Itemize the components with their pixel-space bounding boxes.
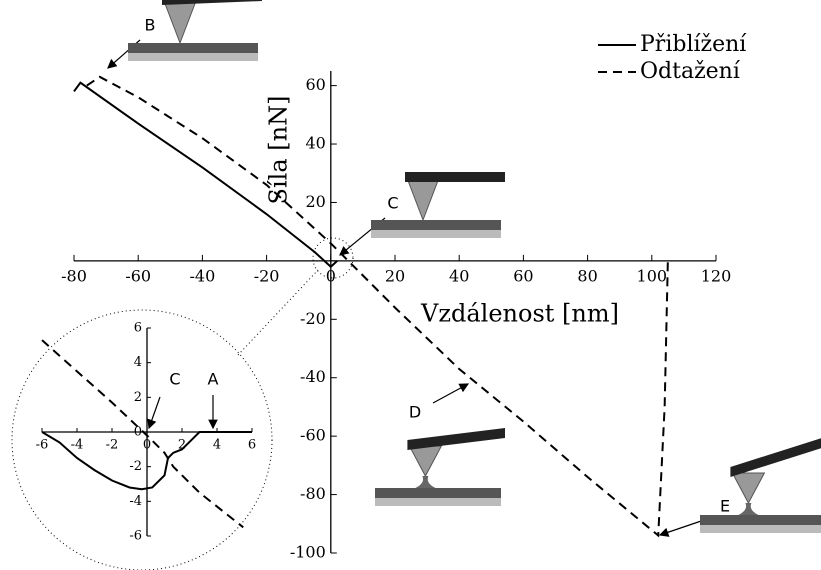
tip	[164, 1, 196, 43]
annotation: B	[145, 16, 156, 35]
y-tick-label: -100	[290, 543, 326, 562]
x-tick-label: 80	[577, 266, 597, 285]
x-tick-label: -20	[254, 266, 280, 285]
substrate-base	[128, 53, 258, 61]
series-line	[42, 340, 243, 527]
y-tick-label: -40	[300, 367, 326, 386]
x-tick-label: 40	[449, 266, 469, 285]
y-tick-label: -4	[129, 494, 142, 509]
substrate	[128, 43, 258, 53]
tip	[732, 473, 764, 503]
x-tick-label: -6	[36, 438, 49, 453]
x-axis-label: Vzdálenost [nm]	[420, 300, 619, 328]
chart: -80-60-40-20020406080100120-100-80-60-40…	[0, 0, 821, 570]
y-tick-label: 0	[134, 425, 142, 440]
y-tick-label: 40	[305, 134, 325, 153]
neck	[738, 503, 758, 515]
y-tick-label: -6	[129, 529, 142, 544]
annotation: C	[387, 194, 398, 213]
substrate	[371, 220, 501, 230]
x-tick-label: -4	[71, 438, 84, 453]
neck	[415, 476, 435, 488]
x-tick-label: 0	[326, 266, 336, 285]
y-tick-label: -60	[300, 426, 326, 445]
annotation: C	[169, 370, 180, 389]
legend-label: Přiblížení	[640, 32, 747, 57]
cantilever	[162, 0, 262, 5]
cantilever	[730, 437, 821, 477]
page: -80-60-40-20020406080100120-100-80-60-40…	[0, 0, 821, 570]
x-tick-label: 20	[385, 266, 405, 285]
y-tick-label: -20	[300, 309, 326, 328]
annotation-arrow	[149, 397, 160, 428]
y-tick-label: 2	[134, 390, 142, 405]
x-tick-label: -2	[106, 438, 119, 453]
x-tick-label: -40	[190, 266, 216, 285]
y-tick-label: 60	[305, 75, 325, 94]
legend-label: Odtažení	[640, 59, 741, 84]
cantilever	[405, 172, 505, 182]
annotation: E	[720, 497, 730, 516]
annotation-arrow	[433, 384, 468, 403]
x-tick-label: -80	[61, 266, 87, 285]
substrate-base	[375, 498, 501, 506]
substrate	[375, 488, 501, 498]
x-tick-label: 100	[637, 266, 668, 285]
x-tick-label: 6	[248, 438, 256, 453]
tip	[409, 446, 441, 476]
x-tick-label: 120	[701, 266, 732, 285]
cantilever	[407, 428, 505, 450]
y-tick-label: 20	[305, 192, 325, 211]
substrate	[700, 515, 821, 525]
x-tick-label: -60	[125, 266, 151, 285]
x-tick-label: 60	[513, 266, 533, 285]
y-tick-label: 4	[134, 355, 142, 370]
y-tick-label: -2	[129, 459, 142, 474]
y-tick-label: -80	[300, 484, 326, 503]
x-tick-label: 4	[213, 438, 221, 453]
annotation: A	[208, 370, 219, 389]
tip	[407, 178, 439, 220]
substrate-base	[700, 525, 821, 533]
y-tick-label: 6	[134, 321, 142, 336]
series-line	[74, 83, 337, 267]
annotation: D	[409, 403, 421, 422]
x-tick-label: 0	[143, 438, 151, 453]
substrate-base	[371, 230, 501, 238]
